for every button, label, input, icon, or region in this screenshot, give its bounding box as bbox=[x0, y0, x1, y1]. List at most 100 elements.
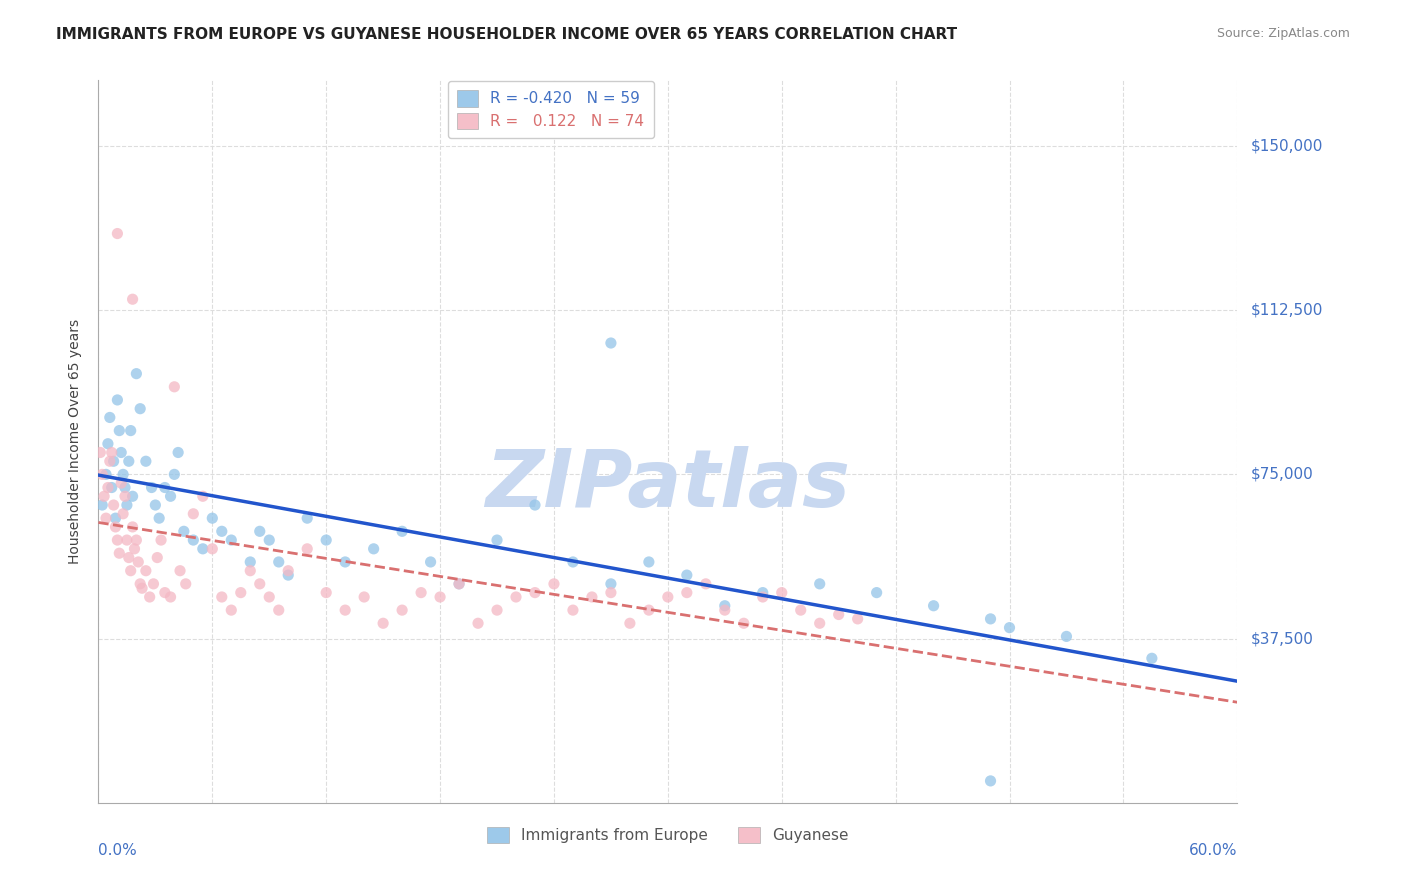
Point bbox=[524, 585, 547, 599]
Point bbox=[183, 533, 205, 547]
Point bbox=[89, 445, 111, 459]
Point bbox=[103, 454, 125, 468]
Point bbox=[221, 603, 243, 617]
Point bbox=[335, 555, 357, 569]
Point bbox=[93, 489, 115, 503]
Point bbox=[159, 590, 181, 604]
Text: IMMIGRANTS FROM EUROPE VS GUYANESE HOUSEHOLDER INCOME OVER 65 YEARS CORRELATION : IMMIGRANTS FROM EUROPE VS GUYANESE HOUSE… bbox=[56, 27, 957, 42]
Point bbox=[191, 541, 214, 556]
Text: $112,500: $112,500 bbox=[1251, 302, 1323, 318]
Point bbox=[752, 585, 775, 599]
Point bbox=[752, 590, 775, 604]
Point bbox=[543, 577, 565, 591]
Point bbox=[676, 568, 699, 582]
Point bbox=[297, 511, 319, 525]
Point bbox=[120, 564, 142, 578]
Point bbox=[146, 550, 169, 565]
Point bbox=[94, 467, 117, 482]
Point bbox=[239, 564, 262, 578]
Point bbox=[600, 585, 623, 599]
Point bbox=[163, 467, 186, 482]
Point bbox=[363, 541, 385, 556]
Point bbox=[141, 481, 163, 495]
Point bbox=[135, 564, 157, 578]
Point bbox=[201, 541, 224, 556]
Point bbox=[91, 498, 114, 512]
Point bbox=[259, 533, 281, 547]
Point bbox=[120, 424, 142, 438]
Point bbox=[486, 603, 509, 617]
Point bbox=[714, 603, 737, 617]
Text: Source: ZipAtlas.com: Source: ZipAtlas.com bbox=[1216, 27, 1350, 40]
Point bbox=[98, 410, 121, 425]
Point bbox=[239, 555, 262, 569]
Point bbox=[676, 585, 699, 599]
Point bbox=[449, 577, 471, 591]
Point bbox=[259, 590, 281, 604]
Point bbox=[562, 555, 585, 569]
Point bbox=[173, 524, 195, 539]
Point bbox=[391, 603, 413, 617]
Point bbox=[131, 581, 153, 595]
Point bbox=[97, 481, 120, 495]
Point bbox=[581, 590, 603, 604]
Point bbox=[129, 577, 152, 591]
Point bbox=[174, 577, 197, 591]
Point bbox=[121, 520, 143, 534]
Point bbox=[127, 555, 149, 569]
Point bbox=[998, 621, 1021, 635]
Point bbox=[1056, 629, 1078, 643]
Point bbox=[449, 577, 471, 591]
Point bbox=[135, 454, 157, 468]
Point bbox=[808, 616, 831, 631]
Point bbox=[505, 590, 527, 604]
Point bbox=[100, 481, 122, 495]
Point bbox=[600, 577, 623, 591]
Point bbox=[108, 424, 131, 438]
Point bbox=[657, 590, 679, 604]
Point bbox=[638, 555, 661, 569]
Point bbox=[277, 568, 299, 582]
Point bbox=[1140, 651, 1163, 665]
Text: $37,500: $37,500 bbox=[1251, 632, 1315, 646]
Text: $150,000: $150,000 bbox=[1251, 138, 1323, 153]
Point bbox=[790, 603, 813, 617]
Point bbox=[124, 541, 146, 556]
Point bbox=[315, 585, 337, 599]
Point bbox=[229, 585, 252, 599]
Point bbox=[562, 603, 585, 617]
Point bbox=[150, 533, 173, 547]
Point bbox=[91, 467, 114, 482]
Point bbox=[267, 555, 290, 569]
Point bbox=[808, 577, 831, 591]
Text: 60.0%: 60.0% bbox=[1189, 843, 1237, 857]
Point bbox=[486, 533, 509, 547]
Point bbox=[104, 520, 127, 534]
Point bbox=[315, 533, 337, 547]
Legend: Immigrants from Europe, Guyanese: Immigrants from Europe, Guyanese bbox=[481, 821, 855, 849]
Point bbox=[211, 590, 233, 604]
Point bbox=[114, 489, 136, 503]
Point bbox=[979, 773, 1001, 788]
Point bbox=[118, 550, 141, 565]
Text: 0.0%: 0.0% bbox=[98, 843, 138, 857]
Point bbox=[183, 507, 205, 521]
Point bbox=[411, 585, 433, 599]
Point bbox=[125, 367, 148, 381]
Point bbox=[112, 467, 135, 482]
Point bbox=[107, 392, 129, 407]
Point bbox=[335, 603, 357, 617]
Point bbox=[167, 445, 190, 459]
Point bbox=[714, 599, 737, 613]
Point bbox=[121, 489, 143, 503]
Point bbox=[98, 454, 121, 468]
Point bbox=[391, 524, 413, 539]
Point bbox=[148, 511, 170, 525]
Point bbox=[112, 507, 135, 521]
Point bbox=[221, 533, 243, 547]
Point bbox=[733, 616, 755, 631]
Text: $75,000: $75,000 bbox=[1251, 467, 1315, 482]
Point bbox=[103, 498, 125, 512]
Point bbox=[524, 498, 547, 512]
Point bbox=[115, 533, 138, 547]
